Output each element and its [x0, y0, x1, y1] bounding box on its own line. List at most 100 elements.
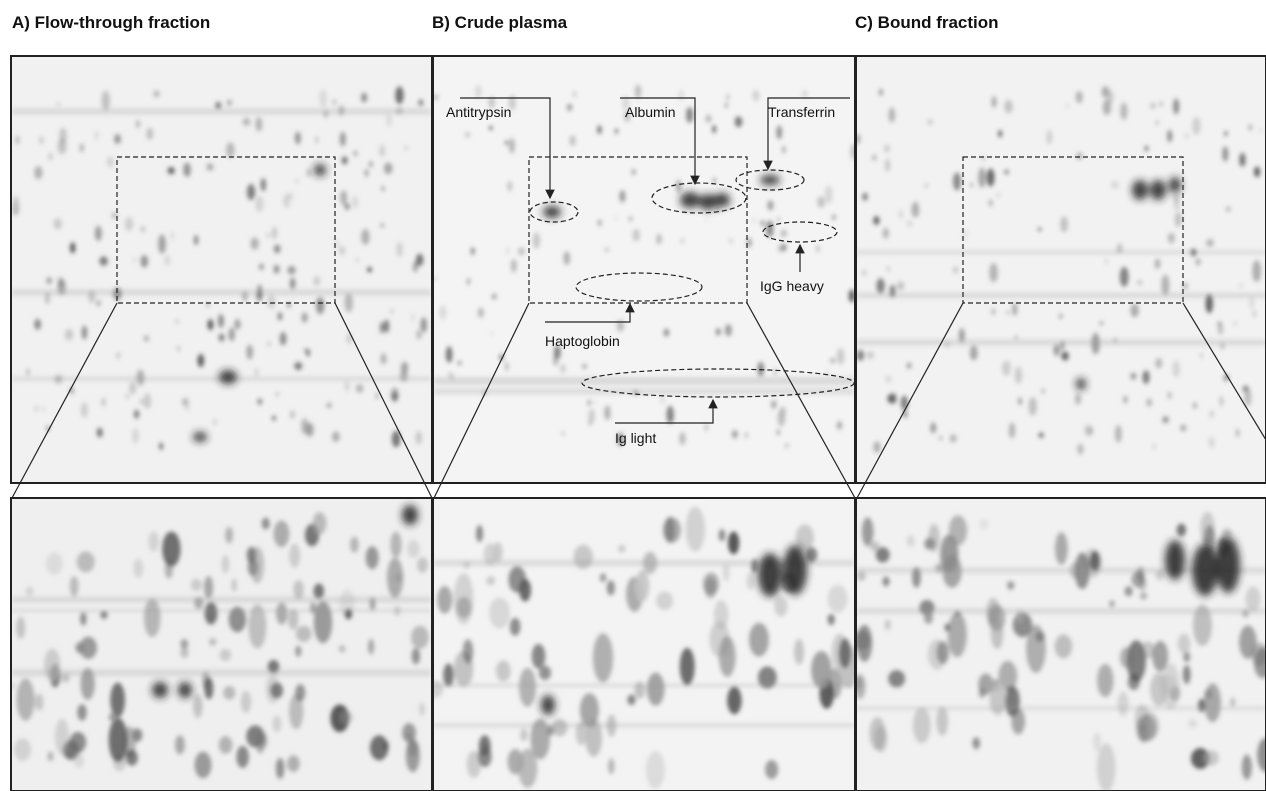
gel-spot	[489, 597, 510, 628]
gel-spot	[777, 218, 779, 221]
gel-spot	[1188, 719, 1197, 728]
gel-spot	[467, 751, 482, 778]
gel-spot	[907, 220, 913, 227]
gel-spot	[746, 572, 754, 589]
gel-spot	[342, 156, 348, 164]
gel-spot	[80, 637, 97, 659]
gel-spot	[856, 350, 864, 361]
gel-spot	[175, 735, 185, 754]
gel-spot	[141, 255, 149, 267]
gel-spot	[1007, 581, 1014, 590]
gel-spot	[44, 648, 60, 681]
gel-spot	[1038, 227, 1041, 231]
gel-spot	[679, 90, 684, 102]
gel-spot	[593, 400, 595, 404]
gel-spot	[948, 612, 967, 657]
gel-spot	[140, 399, 144, 405]
gel-spot	[255, 368, 258, 377]
gel-spot	[1130, 373, 1136, 380]
panel-title: B) Crude plasma	[432, 13, 568, 32]
gel-spot	[382, 186, 385, 190]
gel-spot	[162, 531, 180, 566]
gel-spot	[604, 406, 610, 420]
gel-spot	[866, 351, 874, 359]
page: A) Flow-through fraction B) Crude plasma…	[0, 0, 1266, 791]
gel-spot	[1138, 578, 1146, 591]
gel-spot	[1198, 699, 1205, 712]
gel-spot	[258, 399, 262, 405]
gel-spot	[215, 102, 221, 109]
gel-spot	[777, 429, 780, 435]
gel-spot	[1216, 537, 1240, 593]
gel-spot	[101, 263, 105, 267]
gel-spot	[597, 125, 601, 134]
gel-spot	[296, 626, 312, 642]
gel-spot	[1012, 303, 1017, 316]
gel-spot	[49, 153, 52, 160]
gel-spot	[134, 410, 139, 419]
gel-spot	[395, 87, 404, 105]
annotation-label: Ig light	[615, 430, 656, 446]
gel-spot	[873, 216, 879, 225]
gel-spot	[339, 246, 345, 255]
gel-spot	[496, 660, 511, 681]
gel-spot	[760, 175, 780, 185]
gel-spot	[725, 324, 732, 336]
gel-spot	[274, 265, 280, 274]
gel-spot	[862, 270, 867, 275]
gel-spot	[783, 545, 807, 595]
gel-spot	[262, 518, 270, 530]
gel-spot	[939, 436, 942, 440]
gel-spot	[1254, 167, 1260, 178]
gel-spot	[1029, 397, 1037, 415]
gel-spot	[725, 102, 728, 108]
gel-spot	[1102, 86, 1110, 98]
gel-spot	[519, 579, 531, 602]
gel-spot	[766, 221, 774, 238]
gel-spot	[632, 229, 639, 241]
gel-spot	[339, 645, 345, 652]
figure: A) Flow-through fraction B) Crude plasma…	[0, 0, 1266, 791]
gel-spot	[828, 614, 835, 625]
gel-spot	[222, 555, 230, 573]
gel-spot	[857, 250, 1266, 254]
gel-spot	[384, 319, 389, 332]
gel-spot	[1226, 206, 1230, 212]
gel-spot	[1128, 674, 1140, 690]
gel-spot	[344, 294, 353, 313]
gel-spot	[26, 587, 34, 596]
gel-spot	[970, 183, 973, 188]
gel-spot	[226, 100, 232, 106]
gel-spot	[195, 752, 212, 779]
gel-spot	[785, 443, 788, 448]
gel-spot	[132, 428, 139, 444]
gel-spot	[1042, 388, 1045, 394]
gel-spot	[884, 145, 890, 153]
gel-spot	[80, 612, 86, 625]
gel-spot	[132, 728, 142, 741]
gel-spot	[186, 405, 189, 410]
gel-spot	[220, 649, 232, 661]
gel-spot	[319, 89, 327, 107]
gel-spot	[247, 184, 255, 200]
gel-spot	[47, 277, 52, 284]
gel-spot	[125, 217, 133, 231]
gel-spot	[573, 91, 576, 97]
gel-spot	[1015, 335, 1017, 339]
gel-spot	[144, 335, 149, 342]
gel-spot	[1158, 674, 1176, 692]
gel-spot	[1145, 146, 1149, 152]
gel-spot	[58, 277, 63, 288]
gel-spot	[783, 243, 786, 251]
gel-spot	[1172, 360, 1179, 377]
gel-spot	[907, 535, 915, 547]
gel-spot	[489, 126, 492, 130]
gel-spot	[197, 354, 204, 367]
gel-spot	[333, 99, 336, 105]
gel-spot	[680, 192, 700, 208]
gel-spot	[278, 312, 282, 321]
gel-spot	[627, 695, 635, 706]
gel-spot	[989, 200, 992, 207]
gel-spot	[765, 760, 778, 779]
gel-spot	[1168, 233, 1175, 244]
